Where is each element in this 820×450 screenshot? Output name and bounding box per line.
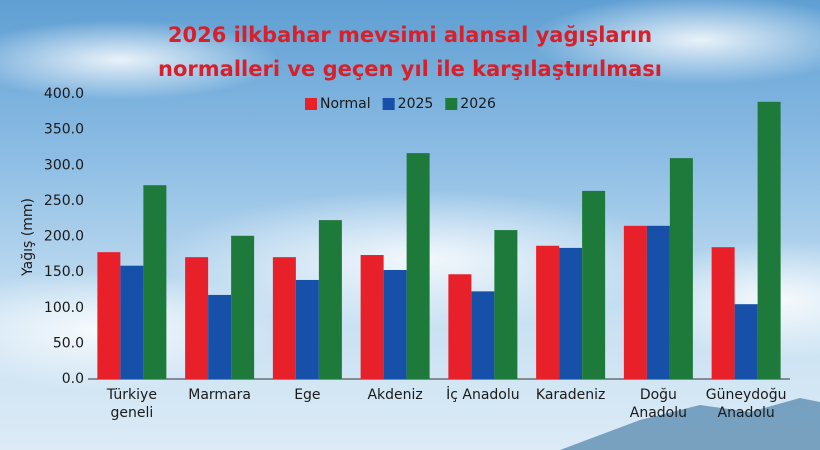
x-tick-label: Ege	[294, 387, 320, 403]
bar	[623, 225, 647, 379]
bar	[536, 245, 560, 379]
x-tick-label: Güneydoğu Anadolu	[706, 387, 787, 421]
bar	[711, 247, 735, 379]
bar	[120, 265, 144, 379]
bar	[559, 247, 583, 379]
bar	[208, 294, 232, 379]
bar	[734, 304, 758, 379]
chart-title: normalleri ve geçen yıl ile karşılaştırı…	[158, 57, 662, 81]
bar	[295, 279, 319, 379]
bar	[471, 291, 495, 379]
y-tick-label: 350.0	[44, 122, 84, 138]
x-tick-label: Karadeniz	[536, 387, 605, 403]
chart-title: 2026 ilkbahar mevsimi alansal yağışların	[168, 23, 652, 47]
bar	[406, 153, 430, 379]
legend-label: 2025	[398, 96, 434, 112]
bar	[231, 235, 255, 379]
x-tick-label: Doğu Anadolu	[630, 387, 687, 421]
bar	[448, 274, 472, 379]
legend-label: 2026	[460, 96, 496, 112]
bar	[757, 101, 781, 380]
y-tick-label: 150.0	[44, 264, 84, 280]
bar	[383, 269, 407, 379]
bar	[272, 257, 296, 379]
y-tick-label: 250.0	[44, 193, 84, 209]
y-tick-label: 200.0	[44, 229, 84, 245]
bar	[669, 158, 693, 379]
legend-label: Normal	[320, 96, 371, 112]
legend-swatch	[445, 98, 458, 110]
y-tick-label: 400.0	[44, 86, 84, 102]
legend-swatch	[382, 98, 395, 110]
y-tick-label: 50.0	[53, 335, 84, 351]
bar	[582, 190, 606, 379]
bar	[494, 230, 518, 379]
y-axis-title: Yağış (mm)	[20, 198, 36, 277]
bar	[360, 255, 384, 379]
x-tick-label: Türkiye geneli	[106, 387, 157, 421]
y-tick-label: 100.0	[44, 300, 84, 316]
y-tick-label: 0.0	[62, 371, 84, 387]
bar	[318, 220, 342, 379]
x-tick-label: Marmara	[188, 387, 251, 403]
bar	[143, 185, 167, 379]
bar	[646, 225, 670, 379]
bar	[185, 257, 209, 379]
y-tick-label: 300.0	[44, 157, 84, 173]
legend-swatch	[305, 98, 317, 110]
x-tick-label: İç Anadolu	[446, 385, 520, 403]
x-tick-label: Akdeniz	[367, 387, 422, 403]
bar	[97, 252, 121, 379]
